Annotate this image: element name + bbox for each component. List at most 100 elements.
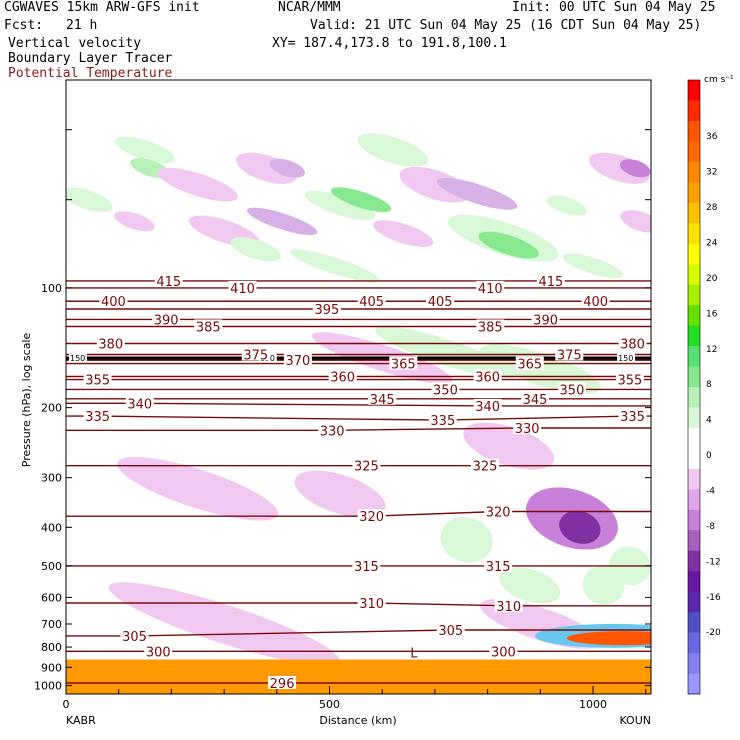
isentrope-label-bg — [484, 558, 513, 572]
tropopause-label: 150 — [618, 354, 633, 363]
y-tick-label: 300 — [41, 472, 62, 485]
isentrope-label-bg — [557, 382, 586, 396]
w-region — [235, 152, 297, 184]
w-region — [478, 231, 539, 259]
w-region — [357, 133, 429, 167]
isentrope-label: 385 — [478, 320, 503, 335]
isentrope-label-bg — [152, 312, 181, 326]
isentrope-label: 410 — [230, 282, 255, 297]
isentrope-label: 315 — [354, 560, 379, 575]
y-tick-label: 800 — [41, 641, 62, 654]
isentrope-label: 335 — [85, 410, 110, 425]
isentrope-label: 330 — [320, 424, 345, 439]
w-region — [566, 631, 651, 646]
isentrope-label: 345 — [370, 393, 395, 408]
colorbar-swatch — [688, 325, 700, 347]
model-title: CGWAVES 15km ARW-GFS init — [4, 0, 200, 15]
isentrope-310 — [66, 602, 651, 607]
colorbar-tick-label: 20 — [706, 274, 718, 284]
x-tick-label: 500 — [319, 698, 340, 711]
isentrope-label-bg — [426, 294, 455, 308]
colorbar-swatch — [688, 591, 700, 613]
w-region — [562, 253, 624, 279]
tropopause-label-bg — [69, 352, 87, 362]
isentrope-label-bg — [283, 353, 312, 367]
w-region — [463, 422, 555, 470]
isentrope-label-bg — [241, 347, 270, 361]
isentrope-label: 385 — [196, 320, 221, 335]
w-region — [117, 456, 279, 521]
plot-frame — [65, 79, 652, 695]
isentrope-label: 340 — [127, 397, 152, 412]
x-tick-label: 1000 — [579, 698, 607, 711]
field-boundary-layer-tracer: Boundary Layer Tracer — [8, 51, 173, 66]
colorbar-swatch — [688, 653, 700, 675]
y-tick-label: 900 — [41, 661, 62, 674]
isentrope-label: 305 — [122, 630, 147, 645]
isentrope-320 — [66, 510, 651, 517]
isentrope-label: 335 — [620, 410, 645, 425]
distance-axis: 0 500 1000 — [63, 686, 647, 711]
isentrope-label: 360 — [475, 370, 500, 385]
isentrope-label: 410 — [478, 282, 503, 297]
colorbar-tick-label: 4 — [706, 416, 712, 426]
colorbar-tick-label: 12 — [706, 345, 717, 355]
w-region — [619, 159, 651, 178]
isentrope-label-bg — [484, 504, 513, 518]
isentrope-label-bg — [470, 458, 499, 472]
isentrope-label: 390 — [533, 313, 558, 328]
isentrope-label-bg — [618, 336, 647, 350]
colorbar-swatch — [688, 346, 700, 368]
isentrope-label-bg — [473, 398, 502, 412]
field-vertical-velocity: Vertical velocity — [8, 36, 142, 51]
colorbar-swatch — [688, 366, 700, 388]
isentrope-label-bg — [494, 598, 523, 612]
isentrope-label-bg — [144, 644, 173, 658]
y-tick-label: 100 — [41, 282, 62, 295]
isentrope-305 — [66, 629, 651, 637]
colorbar-tick-label: -20 — [706, 628, 721, 638]
colorbar-swatch — [688, 489, 700, 511]
isentrope-label: 400 — [101, 295, 126, 310]
colorbar-tick-label: 36 — [706, 132, 718, 142]
w-region — [499, 567, 561, 604]
colorbar-tick-label: 16 — [706, 309, 718, 319]
colorbar-swatch — [688, 612, 700, 634]
y-tick-label: 600 — [41, 591, 62, 604]
colorbar-swatch — [688, 530, 700, 552]
isentrope-label-bg — [513, 420, 542, 434]
isentrope-label: 325 — [354, 460, 379, 475]
colorbar-swatch — [688, 182, 700, 204]
isentrope-label-bg — [615, 372, 644, 386]
isentrope-label: 320 — [486, 506, 511, 521]
isentrope-label-bg — [96, 336, 125, 350]
isentrope-label: 415 — [538, 275, 563, 290]
w-region — [546, 195, 587, 216]
w-region — [114, 136, 176, 164]
isentrope-label: 355 — [618, 374, 643, 389]
colorbar-tick-label: 32 — [706, 168, 717, 178]
w-region — [330, 187, 392, 213]
isentrope-label: 390 — [154, 313, 179, 328]
left-station-label: KABR — [66, 714, 96, 727]
colorbar-swatch — [688, 407, 700, 429]
isentrope-label: 305 — [438, 624, 463, 639]
colorbar-swatch — [688, 284, 700, 306]
isentrope-330 — [66, 427, 651, 431]
y-tick-label: 500 — [41, 560, 62, 573]
colorbar-swatch — [688, 632, 700, 654]
colorbar: 36 32 28 24 20 16 12 8 4 0 -4 -8 -12 -16 -20 — [687, 79, 721, 695]
colorbar-swatch — [688, 550, 700, 572]
isentrope-label-bg — [521, 391, 550, 405]
isentrope-label: 370 — [285, 354, 310, 369]
colorbar-swatch — [688, 202, 700, 224]
isentrope-label-bg — [357, 509, 386, 523]
isentrope-label: 415 — [156, 275, 181, 290]
pressure-axis: 100 200 300 400 500 600 700 800 900 1000 — [34, 129, 651, 693]
y-tick-label: 200 — [41, 402, 62, 415]
isentrope-label: 360 — [330, 370, 355, 385]
w-region — [294, 470, 386, 518]
colorbar-swatch — [688, 264, 700, 286]
isentrope-label: 350 — [433, 383, 458, 398]
isentrope-label-bg — [328, 369, 357, 383]
